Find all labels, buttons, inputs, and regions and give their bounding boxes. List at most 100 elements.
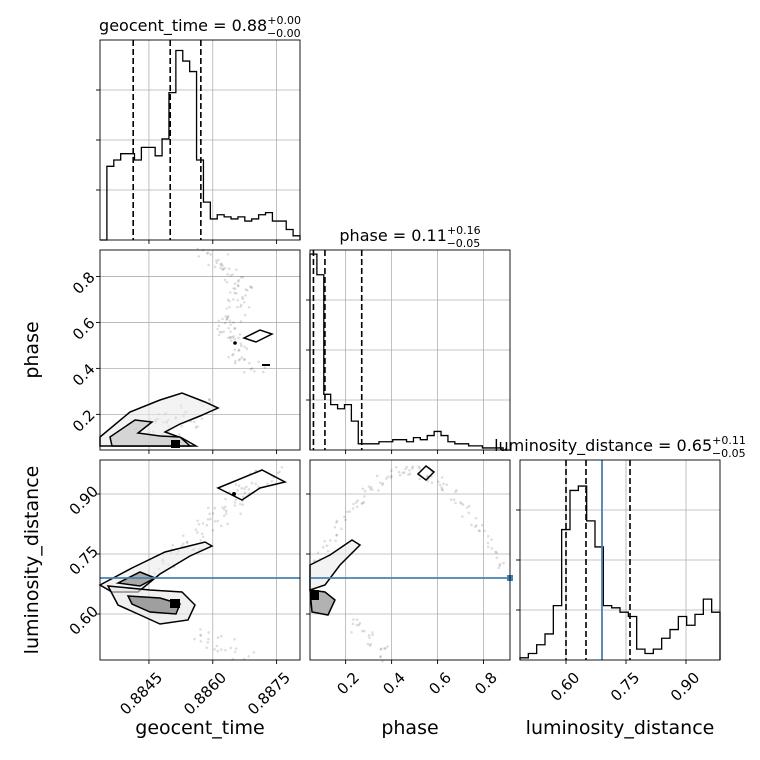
tick-label-phase: 0.2	[333, 669, 363, 699]
sample-point	[478, 529, 482, 533]
sample-point	[461, 515, 464, 518]
sample-point	[233, 282, 237, 286]
sample-point	[440, 488, 444, 491]
sample-point	[200, 532, 204, 536]
sample-point	[466, 506, 469, 509]
sample-point	[233, 337, 236, 341]
sample-point	[470, 523, 473, 527]
sample-point	[199, 634, 203, 638]
sample-point	[222, 267, 225, 271]
sample-point	[249, 286, 253, 289]
sample-point	[263, 366, 267, 369]
sample-point	[227, 326, 231, 330]
sample-point	[241, 295, 244, 299]
sample-point	[398, 473, 402, 477]
density-peak	[311, 590, 319, 600]
sample-point	[480, 523, 484, 527]
sample-point	[257, 360, 260, 364]
sample-point	[225, 307, 229, 310]
histogram-luminosity-distance	[519, 485, 721, 660]
sample-point	[418, 477, 422, 481]
sample-point	[233, 361, 237, 365]
sample-point	[229, 339, 233, 342]
sample-point	[343, 515, 346, 519]
tick-label-phase: 0.6	[69, 314, 99, 344]
sample-point	[367, 485, 371, 488]
contour	[242, 329, 274, 343]
sample-point	[253, 369, 256, 373]
sample-point	[247, 305, 251, 309]
sample-point	[171, 543, 175, 547]
sample-point	[441, 488, 444, 492]
sample-point	[494, 550, 497, 554]
sample-point	[220, 331, 223, 334]
sample-point	[498, 564, 502, 568]
hist-panel-geocent-time: geocent_time = 0.88+0.00 −0.00	[96, 14, 301, 244]
sample-point	[445, 483, 449, 487]
sample-point	[192, 420, 196, 424]
sample-point	[201, 522, 205, 525]
sample-point	[248, 285, 252, 288]
tick-label-luminosity_distance: 0.60	[66, 602, 102, 638]
sample-point	[242, 370, 246, 374]
sample-point	[240, 487, 244, 490]
sample-point	[371, 488, 374, 491]
sample-point	[371, 631, 374, 634]
sample-point	[200, 417, 204, 420]
sample-point	[233, 348, 237, 352]
sample-point	[231, 335, 234, 339]
sample-point	[206, 517, 210, 521]
sample-point	[467, 504, 471, 508]
sample-point	[232, 287, 235, 290]
sample-point	[357, 623, 361, 627]
sample-point	[219, 524, 223, 528]
sample-point	[366, 642, 370, 646]
sample-point	[363, 489, 367, 493]
sample-point	[236, 489, 239, 492]
tick-label-phase: 0.4	[379, 669, 409, 699]
sample-point	[236, 298, 240, 302]
sample-point	[232, 335, 236, 338]
sample-point	[371, 633, 374, 637]
sample-point	[389, 476, 393, 479]
tick-label-phase: 0.2	[69, 406, 99, 436]
sample-point	[224, 315, 228, 318]
panel-title-geocent-time: geocent_time = 0.88+0.00 −0.00	[99, 14, 301, 40]
sample-point	[219, 634, 223, 638]
sample-point	[404, 467, 407, 471]
density-peak	[233, 341, 237, 345]
sample-point	[247, 488, 251, 491]
sample-point	[237, 358, 241, 362]
sample-point	[207, 263, 210, 267]
sample-point	[219, 648, 223, 651]
sample-point	[490, 547, 494, 550]
sample-point	[185, 541, 189, 544]
sample-point	[252, 651, 256, 654]
sample-point	[251, 366, 254, 370]
sample-point	[243, 487, 246, 490]
sample-point	[193, 637, 196, 641]
sample-point	[328, 539, 332, 542]
sample-point	[426, 474, 429, 478]
sample-point	[355, 623, 359, 627]
sample-point	[368, 636, 371, 639]
sample-point	[383, 647, 386, 650]
sample-point	[440, 486, 443, 489]
panel-ld-vs-geocent-time: 0.8845 0.8860 0.8875 0.60 0.75 0.90	[66, 459, 301, 718]
sample-point	[194, 426, 198, 429]
sample-point	[486, 535, 490, 538]
sample-point	[454, 501, 457, 505]
sample-point	[205, 646, 208, 649]
sample-point	[498, 562, 502, 566]
sample-point	[397, 470, 401, 474]
contour	[416, 465, 436, 481]
panel-title-phase: phase = 0.11+0.16 −0.05	[339, 224, 480, 250]
sample-point	[381, 659, 384, 663]
sample-point	[217, 258, 220, 262]
sample-point	[316, 551, 320, 554]
sample-point	[232, 321, 235, 324]
sample-point	[351, 507, 355, 510]
sample-point	[361, 501, 364, 505]
sample-point	[248, 361, 251, 365]
sample-point	[185, 540, 189, 544]
